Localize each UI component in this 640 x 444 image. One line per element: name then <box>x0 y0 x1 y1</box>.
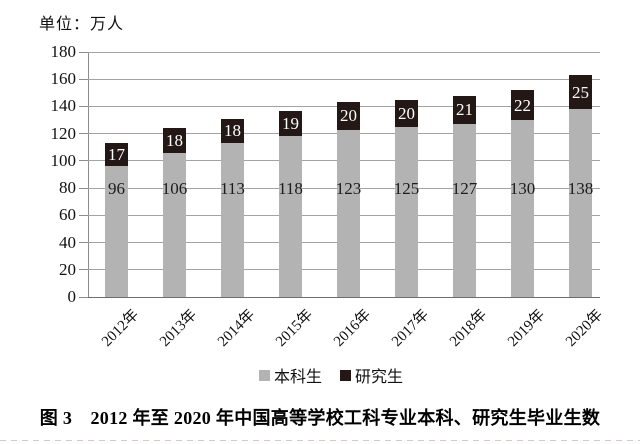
legend-item-grad: 研究生 <box>340 363 403 387</box>
grad-swatch <box>340 369 351 381</box>
y-axis-label: 60 <box>59 205 76 225</box>
bar-segment-undergrad <box>569 109 592 297</box>
bar-segment-undergrad <box>511 120 534 297</box>
bar-2020年: 25 138 <box>568 75 593 297</box>
gridline <box>88 78 600 80</box>
y-axis-label: 80 <box>59 178 76 198</box>
bar-segment-grad: 22 <box>511 90 534 121</box>
grad-value-label: 20 <box>340 106 357 126</box>
y-tick <box>79 105 88 107</box>
bar-segment-undergrad <box>337 129 360 297</box>
x-axis-label: 2016年 <box>331 306 375 350</box>
legend-label-undergrad: 本科生 <box>273 369 322 386</box>
bar-segment-grad: 18 <box>163 128 186 153</box>
undergrad-value-label: 113 <box>220 179 245 198</box>
y-axis-label: 20 <box>59 259 76 279</box>
undergrad-value-label: 127 <box>451 179 478 198</box>
grad-value-label: 18 <box>224 121 241 141</box>
y-tick <box>79 242 88 244</box>
y-tick <box>79 214 88 216</box>
x-axis-line <box>88 296 600 298</box>
bar-segment-undergrad <box>105 166 128 297</box>
x-axis-label: 2018年 <box>447 306 491 350</box>
bar-segment-undergrad <box>163 152 186 297</box>
bar-2018年: 21 127 <box>452 95 477 297</box>
grad-value-label: 17 <box>108 145 125 165</box>
grad-value-label: 22 <box>514 95 531 115</box>
bar-segment-grad: 21 <box>453 95 476 125</box>
y-tick <box>79 160 88 162</box>
grad-value-label: 21 <box>456 100 473 120</box>
grad-value-label: 19 <box>282 113 299 133</box>
grad-value-label: 18 <box>166 130 183 150</box>
bar-2015年: 19 118 <box>278 110 303 297</box>
bar-2019年: 22 130 <box>510 90 535 297</box>
y-tick <box>79 133 88 135</box>
bar-2017年: 20 125 <box>394 99 419 297</box>
bottom-rule <box>0 440 640 441</box>
y-tick <box>79 296 88 298</box>
undergrad-value-label: 138 <box>567 179 594 198</box>
x-axis-label: 2020年 <box>563 306 607 350</box>
bar-segment-grad: 19 <box>279 110 302 137</box>
y-axis-label: 100 <box>50 150 77 170</box>
gridline <box>88 51 600 53</box>
undergrad-value-label: 106 <box>161 179 188 198</box>
legend-label-grad: 研究生 <box>355 369 404 386</box>
bar-segment-undergrad <box>221 143 244 297</box>
y-tick <box>79 51 88 53</box>
x-axis-label: 2013年 <box>157 306 201 350</box>
undergrad-value-label: 118 <box>278 179 303 198</box>
bar-segment-grad: 20 <box>395 99 418 127</box>
y-axis-label: 40 <box>59 232 76 252</box>
undergrad-value-label: 130 <box>509 179 536 198</box>
y-axis-label: 180 <box>50 42 77 61</box>
undergrad-value-label: 125 <box>393 179 420 198</box>
grad-value-label: 20 <box>398 103 415 123</box>
y-axis-label: 0 <box>67 287 77 306</box>
y-axis-label: 160 <box>50 69 77 89</box>
bar-segment-grad: 25 <box>569 75 592 110</box>
legend-item-undergrad: 本科生 <box>258 363 322 387</box>
bar-2016年: 20 123 <box>336 102 361 297</box>
bar-2012年: 17 96 <box>105 143 128 297</box>
bar-2013年: 18 106 <box>162 128 187 297</box>
figure-caption: 图 3 2012 年至 2020 年中国高等学校工科专业本科、研究生毕业生数 <box>39 408 601 428</box>
plot-area: 0 20 40 60 80 100 120 140 160 180 17 96 2012年 18 106 20… <box>51 43 607 350</box>
bar-segment-undergrad <box>279 136 302 297</box>
undergrad-swatch <box>258 369 270 381</box>
bar-segment-undergrad <box>395 126 418 297</box>
bar-segment-undergrad <box>453 124 476 297</box>
legend: 本科生 研究生 <box>11 363 640 387</box>
x-axis-label: 2014年 <box>215 306 259 350</box>
x-axis-label: 2015年 <box>273 306 317 350</box>
unit-label: 单位：万人 <box>39 16 125 33</box>
x-axis-label: 2012年 <box>99 306 143 350</box>
y-axis-label: 140 <box>50 96 77 116</box>
x-axis-label: 2017年 <box>389 306 433 350</box>
y-tick <box>79 269 88 271</box>
bar-segment-grad: 20 <box>337 102 360 130</box>
bar-segment-grad: 17 <box>105 143 128 167</box>
y-tick <box>79 78 88 80</box>
undergrad-value-label: 96 <box>108 179 125 198</box>
y-tick <box>79 187 88 189</box>
bar-segment-grad: 18 <box>221 118 244 144</box>
y-axis-label: 120 <box>50 123 77 143</box>
grad-value-label: 25 <box>572 82 589 102</box>
x-axis-label: 2019年 <box>505 306 549 350</box>
bar-2014年: 18 113 <box>220 118 245 297</box>
undergrad-value-label: 123 <box>335 179 362 198</box>
y-axis-line <box>88 52 89 298</box>
